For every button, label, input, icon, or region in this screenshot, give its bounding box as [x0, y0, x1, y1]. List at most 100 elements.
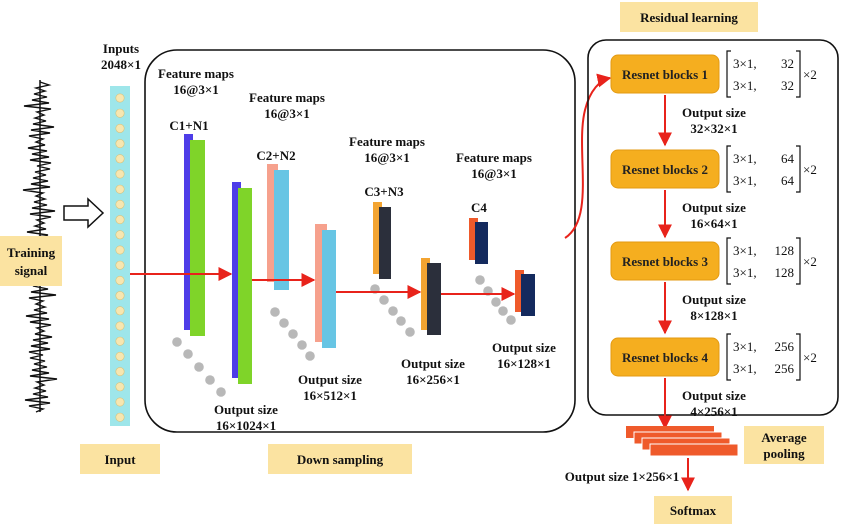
connector-dot: [216, 387, 226, 397]
stage4-out-title: Output size: [492, 340, 556, 355]
input-node: [115, 108, 125, 118]
input-node: [115, 184, 125, 194]
stage1-out-title: Output size: [214, 402, 278, 417]
training-signal-line2: signal: [15, 263, 48, 278]
connector-dot: [205, 375, 215, 385]
input-node: [115, 412, 125, 422]
input-node: [115, 306, 125, 316]
stage1-map-front: [190, 140, 205, 336]
matrix-left-bracket: [726, 333, 731, 381]
resnet-out-title: Output size: [682, 105, 746, 120]
resnet-block-name: Resnet blocks 4: [622, 350, 708, 365]
down-sampling-frame: [144, 49, 576, 433]
connector-dot: [270, 307, 280, 317]
input-node: [115, 291, 125, 301]
connector-dot: [297, 340, 307, 350]
stage4-fm-size: 16@3×1: [471, 166, 517, 181]
stage1-map-back: [184, 134, 193, 330]
input-node: [115, 230, 125, 240]
resnet-out-title: Output size: [682, 388, 746, 403]
resnet-block-box: [610, 241, 720, 281]
stage2-map-back: [267, 164, 278, 282]
matrix-r1-a: 3×1,: [733, 243, 757, 258]
connector-dot: [279, 318, 289, 328]
input-strip: [110, 86, 130, 426]
residual-frame: [587, 39, 839, 416]
stage1-out-size: 16×1024×1: [216, 418, 276, 433]
resnet-block-4: Resnet blocks 4 3×1, 256 3×1, 256 ×2 Output si…: [610, 333, 817, 419]
connector-dot: [498, 306, 508, 316]
stage2-fm-size: 16@3×1: [264, 106, 310, 121]
inputs-title: Inputs: [103, 41, 139, 56]
stage2-map-front: [274, 170, 289, 290]
stage2-output-front: [322, 230, 336, 348]
stage3-output-back: [421, 258, 430, 330]
input-node: [115, 321, 125, 331]
connector-dot: [491, 297, 501, 307]
connector-dot: [172, 337, 182, 347]
stage2-name: C2+N2: [256, 148, 295, 163]
connector-dot: [305, 351, 315, 361]
stage1-output-front: [238, 188, 252, 384]
resnet-block-3: Resnet blocks 3 3×1, 128 3×1, 128 ×2 Output si…: [610, 237, 817, 323]
hollow-arrow-icon: [63, 197, 105, 229]
stage3-out-size: 16×256×1: [406, 372, 460, 387]
stage3-out-title: Output size: [401, 356, 465, 371]
stage3-map-front: [379, 207, 391, 279]
connector-dot: [506, 315, 516, 325]
resnet-block-name: Resnet blocks 1: [622, 67, 708, 82]
input-node: [115, 93, 125, 103]
matrix-r2-b: 256: [775, 361, 795, 376]
connector-dot: [405, 327, 415, 337]
stage3-fm-size: 16@3×1: [364, 150, 410, 165]
input-node: [115, 397, 125, 407]
matrix-left-bracket: [726, 145, 731, 193]
curved-arrow: [564, 73, 612, 239]
stage3-map-back: [373, 202, 382, 274]
training-signal-label: Training signal: [0, 236, 62, 286]
matrix-mult: ×2: [803, 350, 817, 365]
softmax-label: Softmax: [670, 503, 717, 518]
matrix-r1-b: 64: [781, 151, 795, 166]
stage3-name: C3+N3: [364, 184, 404, 199]
stage3-fm-title: Feature maps: [349, 134, 425, 149]
matrix-left-bracket: [726, 50, 731, 98]
matrix-left-bracket: [726, 237, 731, 285]
input-node: [115, 336, 125, 346]
matrix-r1-a: 3×1,: [733, 151, 757, 166]
stage2-out-title: Output size: [298, 372, 362, 387]
matrix-r1-b: 128: [775, 243, 795, 258]
resnet-block-1: Resnet blocks 1 3×1, 32 3×1, 32 ×2 Output size…: [610, 50, 817, 136]
matrix-r2-a: 3×1,: [733, 78, 757, 93]
matrix-mult: ×2: [803, 67, 817, 82]
matrix-r1-a: 3×1,: [733, 339, 757, 354]
resnet-out-title: Output size: [682, 200, 746, 215]
input-caption-box: [80, 444, 160, 474]
matrix-right-bracket: [796, 50, 801, 98]
matrix-r2-b: 32: [781, 78, 794, 93]
matrix-mult: ×2: [803, 254, 817, 269]
connector-dot: [288, 329, 298, 339]
pooling-output-size: Output size 1×256×1: [565, 469, 680, 484]
matrix-r2-a: 3×1,: [733, 361, 757, 376]
stage4-output-back: [515, 270, 524, 312]
input-node: [115, 367, 125, 377]
stage4-fm-title: Feature maps: [456, 150, 532, 165]
matrix-r2-b: 128: [775, 265, 795, 280]
avg-pooling-line2: pooling: [763, 446, 805, 461]
stage4-map-back: [469, 218, 478, 260]
average-pooling-maps: [626, 426, 739, 457]
resnet-out-size: 16×64×1: [690, 216, 737, 231]
stage1-name: C1+N1: [169, 118, 208, 133]
connector-dot: [396, 316, 406, 326]
input-node: [115, 169, 125, 179]
resnet-out-size: 8×128×1: [690, 308, 737, 323]
inputs-size: 2048×1: [101, 57, 141, 72]
matrix-right-bracket: [796, 145, 801, 193]
resnet-block-name: Resnet blocks 3: [622, 254, 708, 269]
stage4-out-size: 16×128×1: [497, 356, 551, 371]
stage2-out-size: 16×512×1: [303, 388, 357, 403]
input-node: [115, 260, 125, 270]
matrix-r1-a: 3×1,: [733, 56, 757, 71]
resnet-block-2: Resnet blocks 2 3×1, 64 3×1, 64 ×2 Output size…: [610, 145, 817, 231]
